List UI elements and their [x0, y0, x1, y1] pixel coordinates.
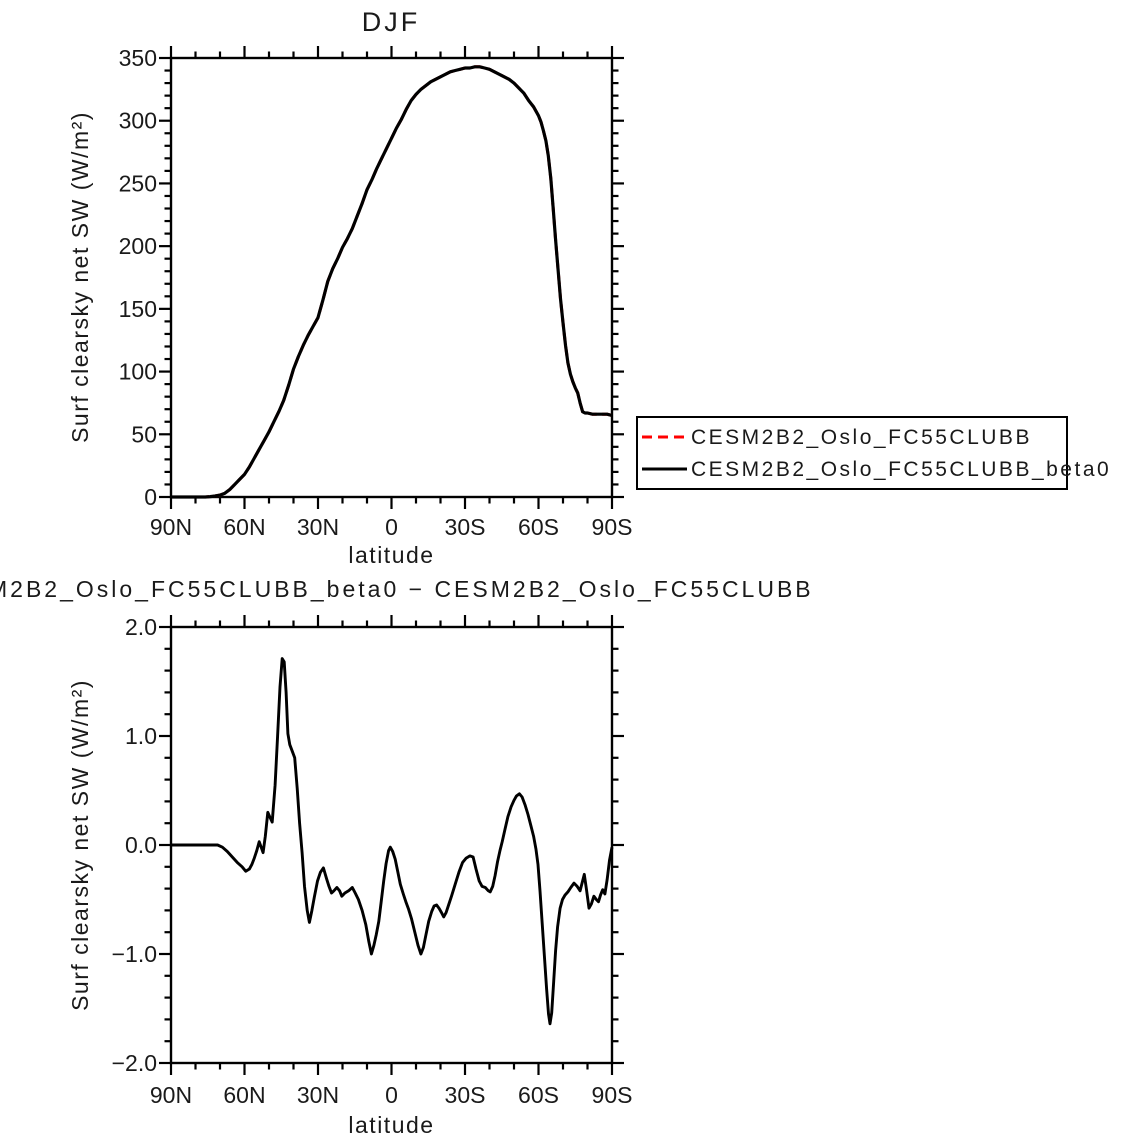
- series-line-cesm2b2-oslo-fc55clubb: [171, 65, 613, 499]
- x-tick-label: 60S: [518, 1082, 559, 1108]
- x-tick-label: 30S: [445, 1082, 486, 1108]
- chart-title: DJF: [362, 7, 421, 37]
- y-tick-label: 200: [119, 233, 157, 259]
- legend-frame: [636, 416, 1068, 490]
- x-tick-label: 90S: [592, 1082, 633, 1108]
- y-tick-label: −2.0: [112, 1050, 157, 1076]
- chart-title: M2B2_Oslo_FC55CLUBB_beta0 − CESM2B2_Oslo…: [0, 576, 814, 602]
- y-tick-label: 50: [131, 421, 157, 447]
- y-tick-label: 350: [119, 45, 157, 71]
- y-tick-label: −1.0: [112, 941, 157, 967]
- legend-label: CESM2B2_Oslo_FC55CLUBB: [691, 426, 1032, 449]
- x-tick-label: 60N: [223, 1082, 265, 1108]
- y-tick-label: 2.0: [125, 614, 157, 640]
- x-tick-label: 90N: [150, 1082, 192, 1108]
- y-tick-label: 300: [119, 108, 157, 134]
- y-tick-label: 150: [119, 296, 157, 322]
- x-tick-label: 60S: [518, 514, 559, 540]
- y-tick-label: 0.0: [125, 832, 157, 858]
- series-line-cesm2b2-oslo-fc55clubb-beta0: [171, 65, 613, 499]
- y-axis-title: Surf clearsky net SW (W/m²): [67, 679, 93, 1011]
- x-tick-label: 0: [385, 514, 398, 540]
- x-tick-label: 30S: [445, 514, 486, 540]
- y-tick-label: 0: [144, 484, 157, 510]
- x-tick-label: 30N: [297, 1082, 339, 1108]
- legend-label: CESM2B2_Oslo_FC55CLUBB_beta0: [691, 458, 1111, 481]
- x-tick-label: 60N: [223, 514, 265, 540]
- x-axis-title: latitude: [348, 542, 434, 568]
- y-tick-label: 100: [119, 359, 157, 385]
- plot-frame: [169, 56, 614, 499]
- x-tick-label: 30N: [297, 514, 339, 540]
- y-tick-label: 1.0: [125, 723, 157, 749]
- chart-panel-bottom: 90N 60N 30N 0 30S 60S 90S −2.0 −1.0 0.0 1.0 2.0 M2B2…: [0, 576, 814, 1138]
- x-tick-label: 0: [385, 1082, 398, 1108]
- y-axis-title: Surf clearsky net SW (W/m²): [67, 111, 93, 443]
- y-tick-label: 250: [119, 170, 157, 196]
- series-line-difference-beta0-minus-base-: [171, 657, 614, 1026]
- x-axis-title: latitude: [348, 1112, 434, 1138]
- x-tick-label: 90S: [592, 514, 633, 540]
- chart-panel-top: 90N 60N 30N 0 30S 60S 90S 0 50 100 150 200 250 300 350…: [67, 7, 1111, 568]
- x-tick-label: 90N: [150, 514, 192, 540]
